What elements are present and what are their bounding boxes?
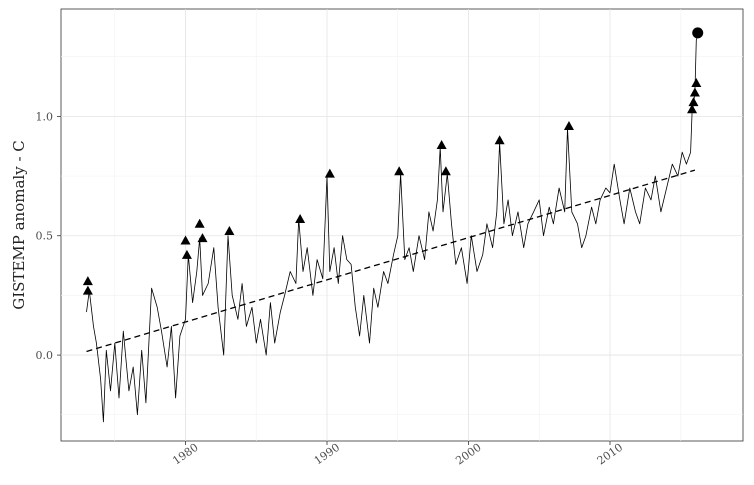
- triangle-marker: [687, 104, 698, 114]
- y-axis-title: GISTEMP anomaly - C: [10, 140, 28, 310]
- plot-panel: [60, 8, 744, 442]
- triangle-marker: [82, 276, 93, 286]
- circle-marker: [692, 27, 704, 39]
- triangle-marker: [440, 166, 451, 176]
- grid: [61, 9, 743, 441]
- triangle-marker: [324, 168, 335, 178]
- triangle-marker: [688, 97, 699, 107]
- triangle-marker: [224, 225, 235, 235]
- triangle-marker: [691, 77, 702, 87]
- y-axis: 0.0 0.5 1.0: [36, 110, 61, 362]
- y-tick-label: 0.0: [36, 349, 54, 362]
- triangle-marker: [394, 166, 405, 176]
- triangle-marker: [494, 135, 505, 145]
- triangle-marker: [436, 140, 447, 150]
- triangle-marker: [181, 249, 192, 259]
- triangle-marker: [82, 285, 93, 295]
- markers: [82, 27, 704, 295]
- triangle-marker: [563, 120, 574, 130]
- triangle-marker: [194, 218, 205, 228]
- series-lines: [86, 35, 699, 423]
- y-tick-label: 0.5: [36, 230, 54, 243]
- y-tick-label: 1.0: [36, 110, 54, 123]
- trend-line: [86, 169, 696, 353]
- triangle-marker: [295, 214, 306, 224]
- x-axis: 1980 1990 2000 2010: [170, 441, 625, 468]
- triangle-marker: [689, 87, 700, 97]
- triangle-marker: [197, 233, 208, 243]
- triangle-marker: [180, 235, 191, 245]
